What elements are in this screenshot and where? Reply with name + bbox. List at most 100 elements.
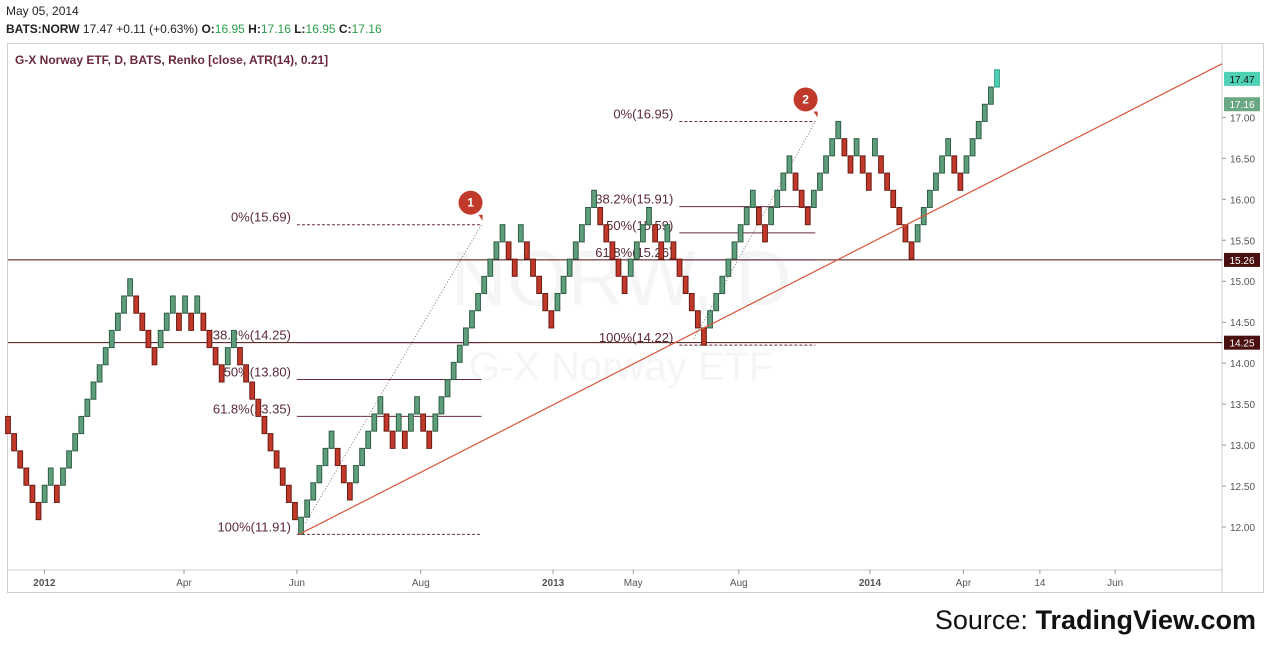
x-tick-label: 2013 <box>542 578 565 589</box>
renko-brick-up <box>585 206 591 226</box>
renko-brick-up <box>310 482 317 501</box>
renko-brick-down <box>536 275 543 295</box>
chart-title: G-X Norway ETF, D, BATS, Renko [close, A… <box>15 53 329 67</box>
renko-brick-down <box>652 224 659 243</box>
renko-brick-up <box>988 86 994 105</box>
marker-badge <box>793 87 818 112</box>
renko-brick-up <box>768 206 774 226</box>
renko-brick-down <box>865 172 872 191</box>
y-tick-label: 16.00 <box>1230 195 1255 206</box>
renko-brick-up <box>90 381 97 400</box>
renko-brick-up <box>365 430 372 449</box>
renko-brick-down <box>273 450 280 469</box>
x-tick-label: 2012 <box>33 578 56 589</box>
renko-brick-up <box>456 344 463 363</box>
renko-brick-up <box>169 295 176 314</box>
renko-brick-down <box>200 312 207 331</box>
ohlc-high: H:17.16 <box>248 22 291 36</box>
renko-brick-up <box>84 398 91 417</box>
renko-brick-up <box>939 155 945 174</box>
price-tag <box>1224 97 1260 112</box>
renko-brick-down <box>621 275 628 295</box>
renko-brick-up <box>835 120 842 140</box>
y-tick-label: 15.00 <box>1230 277 1255 288</box>
renko-brick-down <box>292 501 298 521</box>
x-tick-label: Jun <box>289 578 305 589</box>
fib-connector-line <box>693 121 816 339</box>
renko-brick-up <box>163 312 170 331</box>
renko-brick-up <box>725 258 732 277</box>
y-tick-label: 13.00 <box>1230 441 1255 452</box>
renko-brick-up <box>780 172 787 191</box>
renko-brick-down <box>890 189 897 208</box>
y-tick-label: 15.50 <box>1230 236 1255 247</box>
y-tick-label: 12.50 <box>1230 482 1255 493</box>
renko-brick-down <box>261 415 268 435</box>
renko-brick-down <box>951 155 958 174</box>
renko-brick-up <box>115 312 121 331</box>
price-tag-label: 17.16 <box>1229 100 1254 111</box>
renko-brick-down <box>762 224 768 243</box>
renko-brick-up <box>47 467 54 486</box>
renko-brick-down <box>792 172 799 191</box>
renko-brick-up <box>786 155 793 174</box>
renko-brick-down <box>17 450 24 469</box>
renko-brick-down <box>11 433 17 452</box>
ohlc-open: O:16.95 <box>201 22 245 36</box>
symbol-label[interactable]: BATS:NORW <box>6 22 80 36</box>
x-tick-label: Aug <box>412 578 430 589</box>
fib-level-label: 100%(14.22) <box>599 330 673 345</box>
renko-brick-down <box>548 310 555 329</box>
fib-level-label: 0%(16.95) <box>613 106 673 121</box>
renko-brick-up <box>322 447 329 467</box>
renko-brick-down <box>658 241 665 260</box>
renko-brick-down <box>340 465 347 484</box>
renko-brick-down <box>23 467 30 486</box>
renko-brick-up <box>414 396 420 415</box>
chart-frame <box>7 43 1264 593</box>
renko-brick-up <box>572 241 579 260</box>
renko-brick-down <box>841 138 848 157</box>
renko-brick-down <box>401 430 408 449</box>
renko-brick-down <box>603 224 610 243</box>
price-tag-label: 17.47 <box>1229 75 1254 86</box>
renko-brick-up <box>566 258 573 277</box>
renko-brick-up <box>963 155 970 174</box>
x-tick-label: Aug <box>730 578 748 589</box>
renko-brick-down <box>957 172 964 191</box>
y-tick-label: 13.50 <box>1230 400 1255 411</box>
renko-brick-down <box>145 329 152 349</box>
renko-brick-up <box>316 465 323 484</box>
renko-brick-up <box>872 138 878 157</box>
price-level-tag <box>1224 252 1260 267</box>
renko-brick-up <box>713 293 720 312</box>
renko-brick-up <box>127 278 133 297</box>
renko-brick-down <box>798 189 805 208</box>
renko-brick-down <box>53 484 60 503</box>
renko-brick-down <box>524 241 530 260</box>
renko-brick-down <box>267 433 274 452</box>
renko-brick-up <box>41 484 48 503</box>
renko-brick-up <box>72 433 79 452</box>
renko-brick-down <box>188 312 195 331</box>
renko-brick-up <box>298 516 304 535</box>
renko-brick-up <box>817 172 823 191</box>
renko-brick-up <box>96 364 103 383</box>
renko-brick-up <box>493 241 500 260</box>
renko-brick-up <box>499 224 506 243</box>
renko-brick-up <box>157 329 164 349</box>
y-tick-label: 16.50 <box>1230 154 1255 165</box>
renko-brick-down <box>139 312 146 331</box>
renko-brick-up <box>823 155 829 174</box>
price-level-tag-label: 15.26 <box>1229 256 1254 267</box>
fib-level-label: 38.2%(14.25) <box>213 328 291 343</box>
y-tick-label: 14.00 <box>1230 359 1255 370</box>
trendline <box>298 63 1223 535</box>
renko-brick-up <box>450 361 457 381</box>
renko-brick-down <box>212 347 219 366</box>
renko-brick-up <box>462 327 469 346</box>
renko-brick-up <box>646 206 652 226</box>
renko-brick-up <box>487 258 494 277</box>
renko-brick-up <box>933 172 939 191</box>
